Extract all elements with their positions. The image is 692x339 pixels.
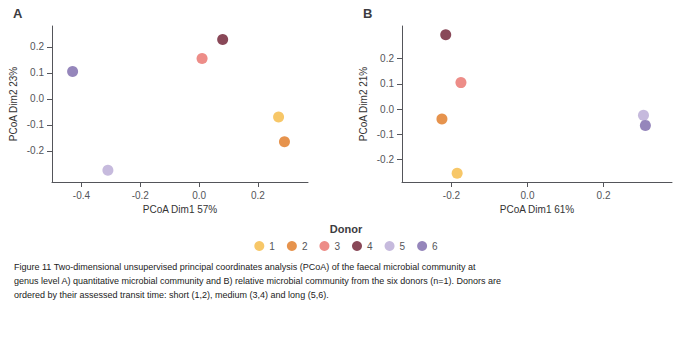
svg-text:5: 5 xyxy=(400,241,406,252)
svg-text:Figure 11 Two-dimensional unsu: Figure 11 Two-dimensional unsupervised p… xyxy=(14,262,476,272)
svg-text:-0.2: -0.2 xyxy=(443,190,461,201)
svg-text:0.0: 0.0 xyxy=(30,93,44,104)
svg-text:-0.2: -0.2 xyxy=(377,154,395,165)
svg-text:-0.1: -0.1 xyxy=(377,129,395,140)
svg-text:PCoA Dim1 61%: PCoA Dim1 61% xyxy=(500,204,575,215)
svg-text:A: A xyxy=(13,6,23,21)
svg-text:B: B xyxy=(363,6,372,21)
svg-text:0.1: 0.1 xyxy=(30,67,44,78)
svg-text:0.1: 0.1 xyxy=(380,78,394,89)
svg-text:4: 4 xyxy=(367,241,373,252)
svg-text:-0.2: -0.2 xyxy=(132,190,150,201)
svg-text:0.2: 0.2 xyxy=(30,41,44,52)
svg-text:2: 2 xyxy=(302,241,308,252)
svg-text:0.0: 0.0 xyxy=(521,190,535,201)
svg-text:6: 6 xyxy=(432,241,438,252)
svg-text:1: 1 xyxy=(269,241,275,252)
svg-text:3: 3 xyxy=(334,241,340,252)
svg-text:-0.4: -0.4 xyxy=(73,190,91,201)
svg-text:0.0: 0.0 xyxy=(380,104,394,115)
svg-text:-0.1: -0.1 xyxy=(27,119,45,130)
svg-text:PCoA Dim1 57%: PCoA Dim1 57% xyxy=(143,204,218,215)
svg-text:0.2: 0.2 xyxy=(597,190,611,201)
svg-text:0.2: 0.2 xyxy=(251,190,265,201)
svg-text:0.0: 0.0 xyxy=(192,190,206,201)
svg-text:PCoA Dim2 23%: PCoA Dim2 23% xyxy=(8,67,19,142)
svg-text:ordered by their assessed tran: ordered by their assessed transit time: … xyxy=(14,290,329,300)
svg-text:genus level A) quantitative mi: genus level A) quantitative microbial co… xyxy=(14,276,501,286)
svg-text:PCoA Dim2 21%: PCoA Dim2 21% xyxy=(358,67,369,142)
svg-text:-0.2: -0.2 xyxy=(27,145,45,156)
svg-text:0.2: 0.2 xyxy=(380,53,394,64)
svg-text:Donor: Donor xyxy=(330,223,363,235)
